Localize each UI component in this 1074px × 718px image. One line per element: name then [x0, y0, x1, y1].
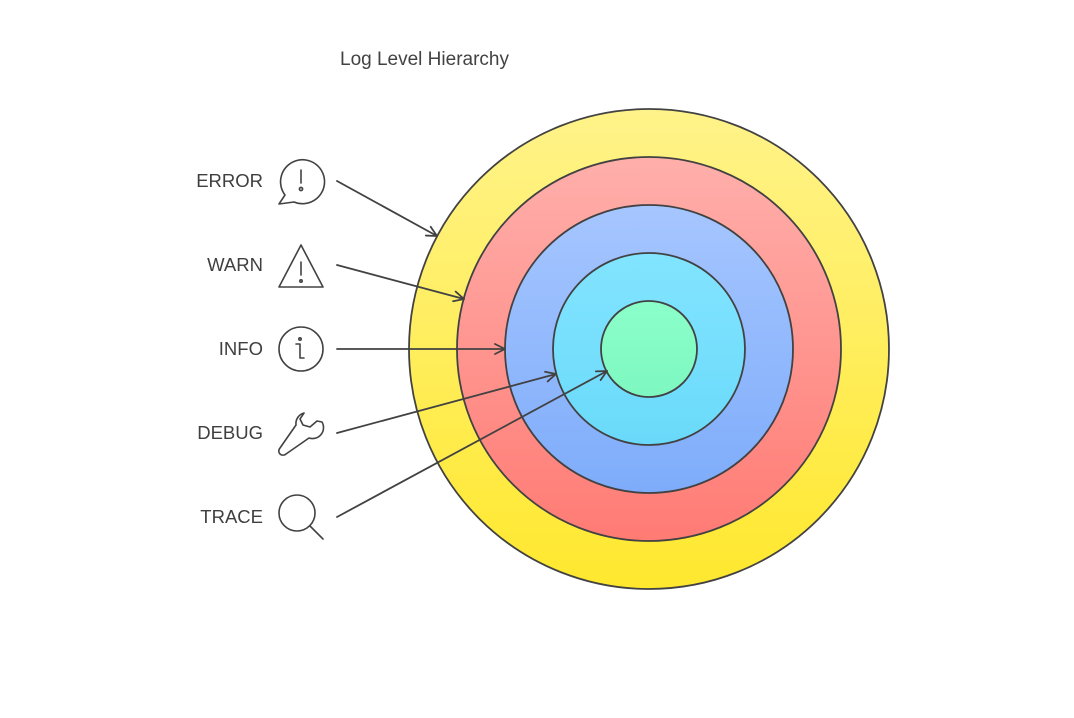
arrow-error — [336, 180, 438, 237]
level-label-error: ERROR — [196, 170, 263, 191]
arrow-trace — [336, 370, 608, 518]
level-label-info: INFO — [218, 338, 263, 359]
ring-trace — [600, 300, 698, 398]
speech-bubble-exclamation-icon — [278, 158, 326, 205]
arrow-debug — [336, 370, 557, 434]
wrench-icon — [277, 412, 325, 457]
magnifying-glass-icon — [278, 494, 324, 540]
info-circle-icon — [278, 326, 324, 372]
arrow-warn — [336, 264, 465, 303]
warning-triangle-icon — [278, 244, 324, 288]
level-label-trace: TRACE — [200, 506, 263, 527]
level-label-debug: DEBUG — [197, 422, 263, 443]
level-label-warn: WARN — [207, 254, 263, 275]
diagram-title: Log Level Hierarchy — [340, 49, 509, 70]
